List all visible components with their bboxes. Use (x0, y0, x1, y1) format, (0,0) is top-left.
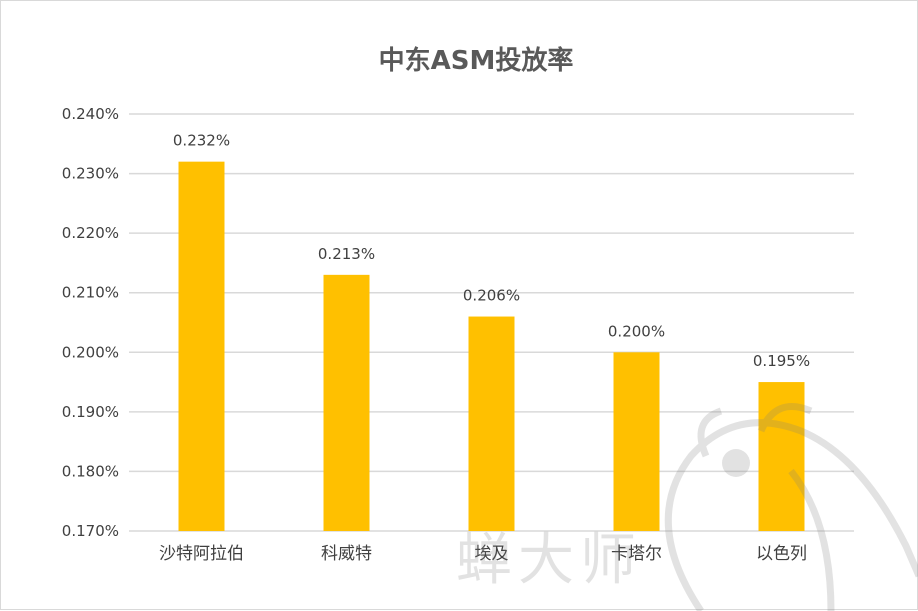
data-label: 0.195% (753, 352, 810, 370)
data-label: 0.206% (463, 287, 520, 305)
x-tick-label: 沙特阿拉伯 (159, 544, 244, 564)
y-tick-label: 0.180% (62, 462, 119, 480)
data-label: 0.232% (173, 132, 230, 150)
data-label: 0.200% (608, 322, 665, 340)
y-tick-label: 0.220% (62, 224, 119, 242)
y-tick-label: 0.240% (62, 105, 119, 123)
y-axis-tick-labels: 0.170% 0.180% 0.190% 0.200% 0.210% 0.220% 0.23… (62, 105, 119, 540)
bar (179, 162, 225, 531)
bar (469, 317, 515, 531)
y-tick-label: 0.210% (62, 284, 119, 302)
y-tick-label: 0.230% (62, 165, 119, 183)
y-tick-label: 0.190% (62, 403, 119, 421)
x-tick-label: 科威特 (321, 544, 372, 564)
bars (179, 162, 805, 531)
bar (324, 275, 370, 531)
y-tick-label: 0.200% (62, 343, 119, 361)
watermark-text: 蝉大师 (456, 528, 642, 593)
chart-title: 中东ASM投放率 (379, 45, 574, 76)
y-tick-label: 0.170% (62, 522, 119, 540)
x-tick-label: 以色列 (756, 544, 807, 564)
data-label: 0.213% (318, 245, 375, 263)
watermark: 蝉大师 (456, 407, 918, 611)
bar (614, 352, 660, 531)
